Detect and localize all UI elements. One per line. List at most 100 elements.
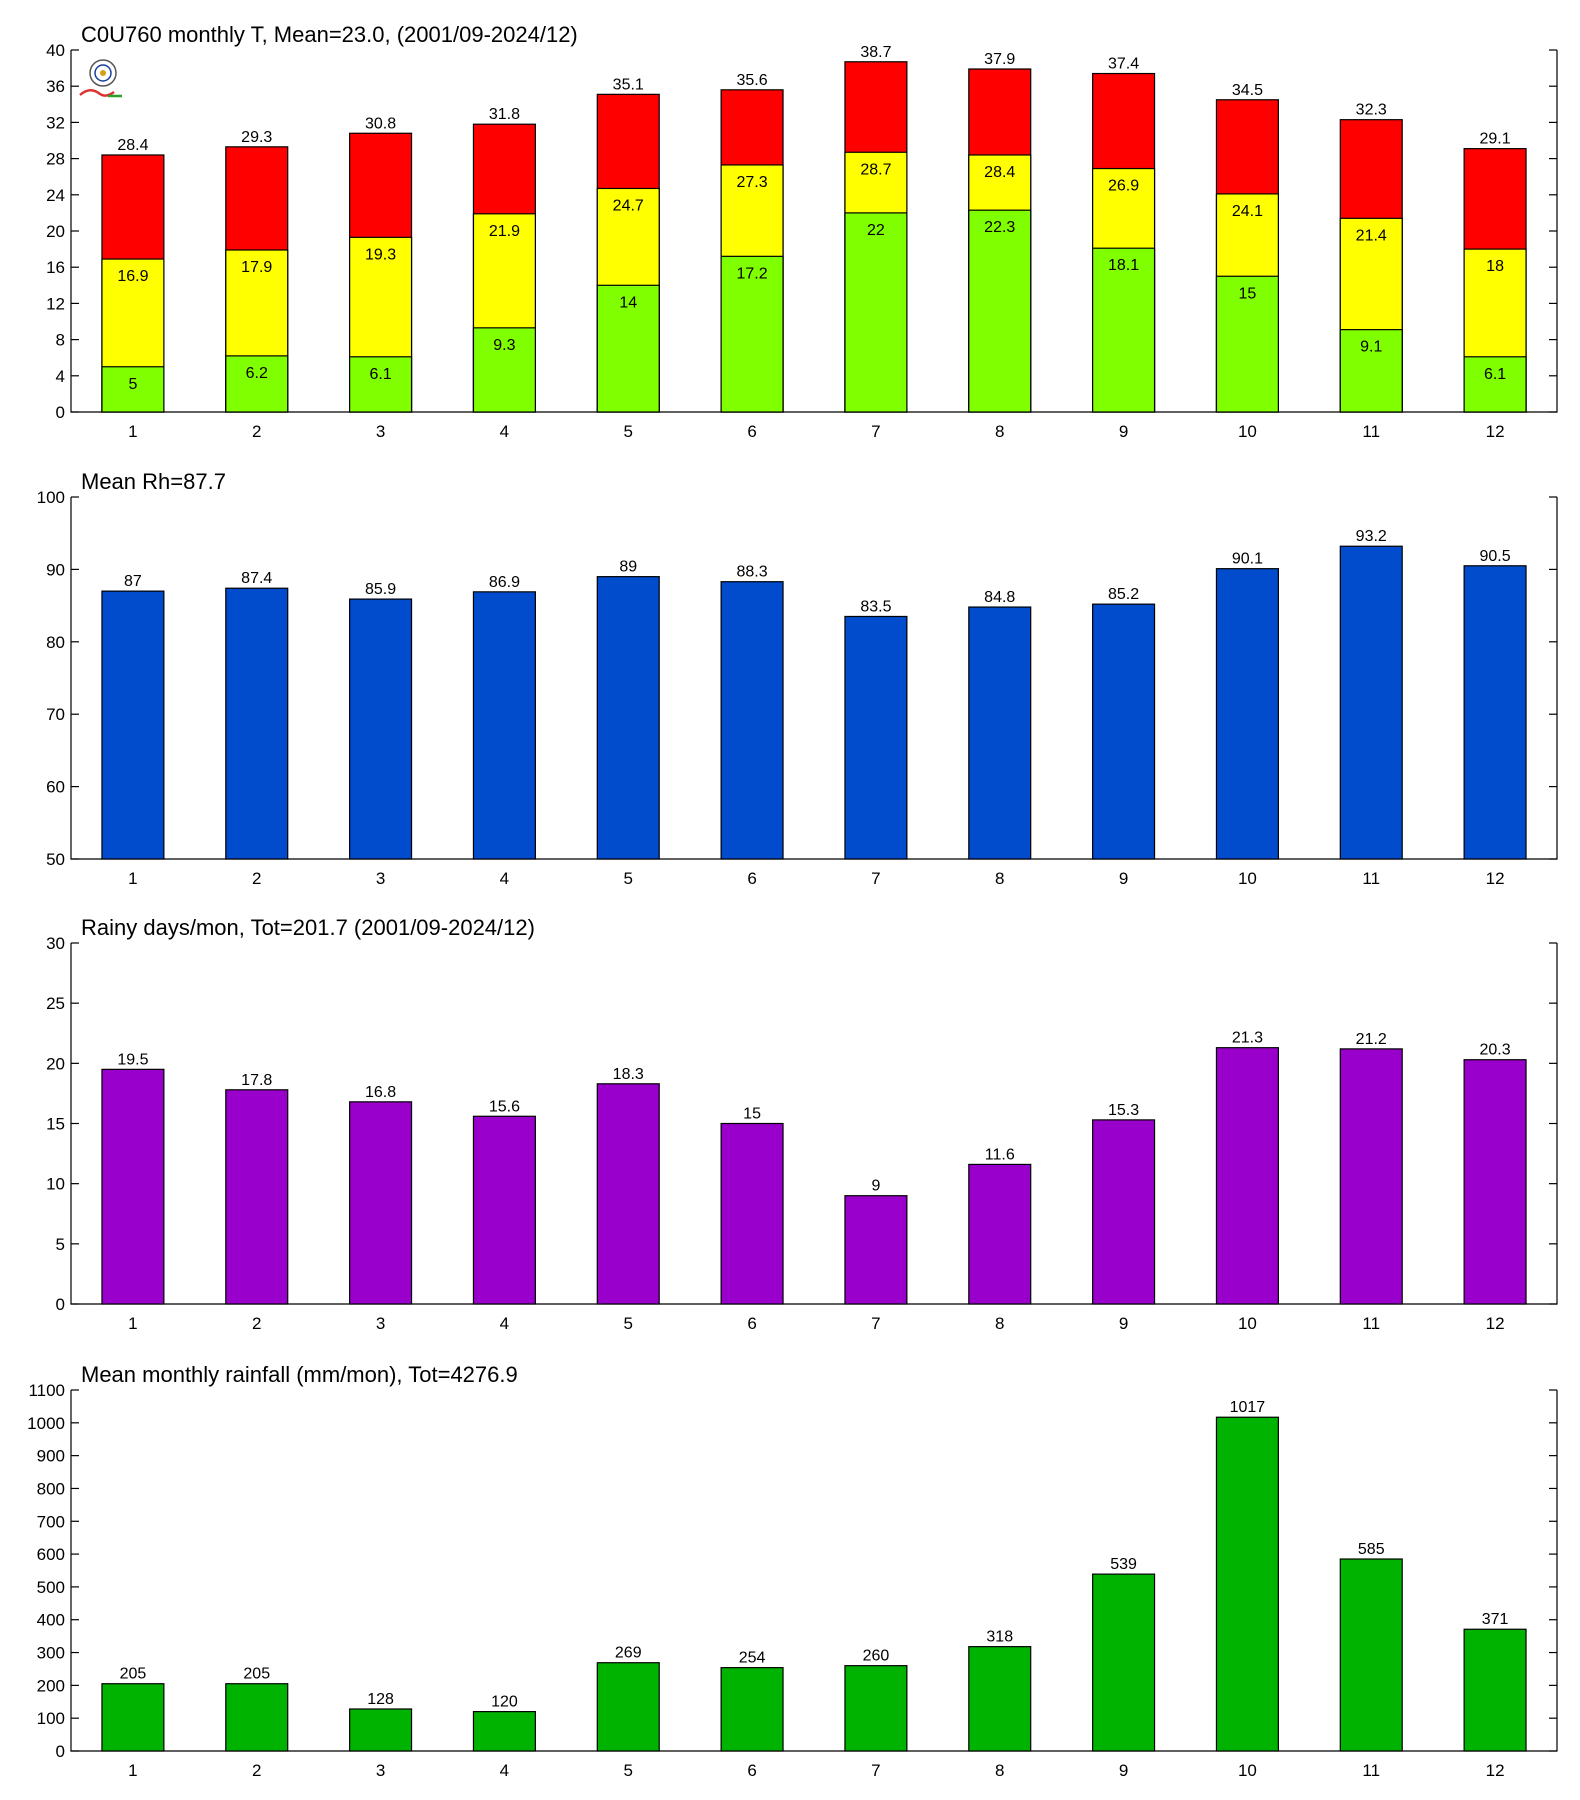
data-label: 371 [1482,1611,1509,1628]
data-label: 86.9 [489,574,520,591]
x-tick-label: 4 [500,869,509,888]
data-label: 318 [986,1629,1013,1646]
x-tick-label: 12 [1486,1314,1505,1333]
y-tick-label: 1100 [28,1381,65,1400]
bar-1-2 [225,1089,289,1305]
data-label: 85.9 [365,581,396,598]
y-tick-label: 90 [46,560,65,579]
data-label: 24.1 [1232,203,1263,220]
data-label: 26.9 [1108,178,1139,195]
data-label: 85.2 [1108,586,1139,603]
chart-panel-3: Rainy days/mon, Tot=201.7 (2001/09-2024/… [46,915,1558,1333]
data-label: 15 [743,1106,761,1123]
data-label: 120 [491,1694,518,1711]
data-label: 16.8 [365,1084,396,1101]
y-tick-label: 60 [46,778,65,797]
data-label: 22 [867,222,885,239]
bar-3-2 [225,355,289,413]
bar-1-1 [101,1068,165,1305]
data-label: 21.4 [1356,227,1387,244]
bar-3-10 [1215,275,1279,413]
y-tick-label: 0 [56,1742,65,1761]
data-label: 30.8 [365,115,396,132]
x-tick-label: 5 [624,1314,633,1333]
data-label: 1017 [1230,1399,1266,1416]
y-tick-label: 40 [46,41,65,60]
bar-3-8 [968,209,1032,413]
y-tick-label: 800 [37,1479,65,1498]
y-tick-label: 28 [46,150,65,169]
bar-3-4 [472,327,536,413]
data-label: 18.3 [613,1066,644,1083]
data-label: 9.3 [493,337,515,354]
data-label: 93.2 [1356,528,1387,545]
data-label: 35.1 [613,76,644,93]
data-label: 17.2 [737,265,768,282]
x-tick-label: 10 [1238,869,1257,888]
bar-1-8 [968,606,1032,860]
chart-title: Mean monthly rainfall (mm/mon), Tot=4276… [81,1362,518,1387]
bar-1-6 [720,581,784,860]
x-tick-label: 11 [1362,422,1380,441]
data-label: 21.2 [1356,1031,1387,1048]
x-tick-label: 8 [995,1314,1004,1333]
chart-panel-1: C0U760 monthly T, Mean=23.0, (2001/09-20… [46,22,1558,441]
data-label: 9 [871,1178,880,1195]
x-tick-label: 10 [1238,1761,1257,1780]
x-tick-label: 9 [1119,422,1128,441]
x-tick-label: 10 [1238,1314,1257,1333]
data-label: 6.1 [1484,366,1506,383]
x-tick-label: 3 [376,869,385,888]
x-tick-label: 12 [1486,1761,1505,1780]
chart-title: Rainy days/mon, Tot=201.7 (2001/09-2024/… [81,915,535,940]
data-label: 84.8 [984,589,1015,606]
bar-1-12 [1463,1059,1527,1305]
y-tick-label: 0 [56,1295,65,1314]
bar-1-11 [1339,1048,1403,1305]
x-tick-label: 4 [500,1761,509,1780]
bar-1-3 [349,598,413,860]
data-label: 205 [120,1666,147,1683]
data-label: 9.1 [1360,339,1382,356]
y-tick-label: 50 [46,850,65,869]
y-tick-label: 8 [56,331,65,350]
station-lab-logo [79,59,122,98]
y-tick-label: 600 [37,1545,65,1564]
data-label: 19.3 [365,246,396,263]
data-label: 21.3 [1232,1030,1263,1047]
x-tick-label: 4 [500,1314,509,1333]
x-tick-label: 5 [624,422,633,441]
bar-1-4 [472,591,536,860]
y-tick-label: 15 [46,1115,65,1134]
x-tick-label: 2 [252,1761,261,1780]
axis-frame [70,1390,1558,1752]
x-tick-label: 2 [252,869,261,888]
bar-1-8 [968,1163,1032,1305]
y-tick-label: 200 [37,1676,65,1695]
data-label: 29.1 [1480,131,1511,148]
data-label: 18 [1486,258,1504,275]
bar-1-5 [596,576,660,860]
bar-3-3 [349,356,413,413]
y-tick-label: 4 [56,367,65,386]
bar-1-7 [844,1195,908,1305]
data-label: 15.6 [489,1098,520,1115]
data-label: 31.8 [489,106,520,123]
x-tick-label: 6 [747,1761,756,1780]
y-tick-label: 20 [46,222,65,241]
y-tick-label: 100 [37,488,65,507]
x-tick-label: 1 [128,422,137,441]
bar-1-9 [1092,1573,1156,1752]
x-tick-label: 1 [128,1314,137,1333]
x-tick-label: 9 [1119,1761,1128,1780]
bar-3-1 [101,366,165,413]
data-label: 27.3 [737,174,768,191]
bar-1-6 [720,1667,784,1752]
y-tick-label: 5 [56,1235,65,1254]
y-tick-label: 700 [37,1512,65,1531]
bar-3-5 [596,284,660,413]
y-tick-label: 12 [46,294,65,313]
bar-1-1 [101,1683,165,1752]
x-tick-label: 3 [376,422,385,441]
data-label: 87.4 [241,570,272,587]
